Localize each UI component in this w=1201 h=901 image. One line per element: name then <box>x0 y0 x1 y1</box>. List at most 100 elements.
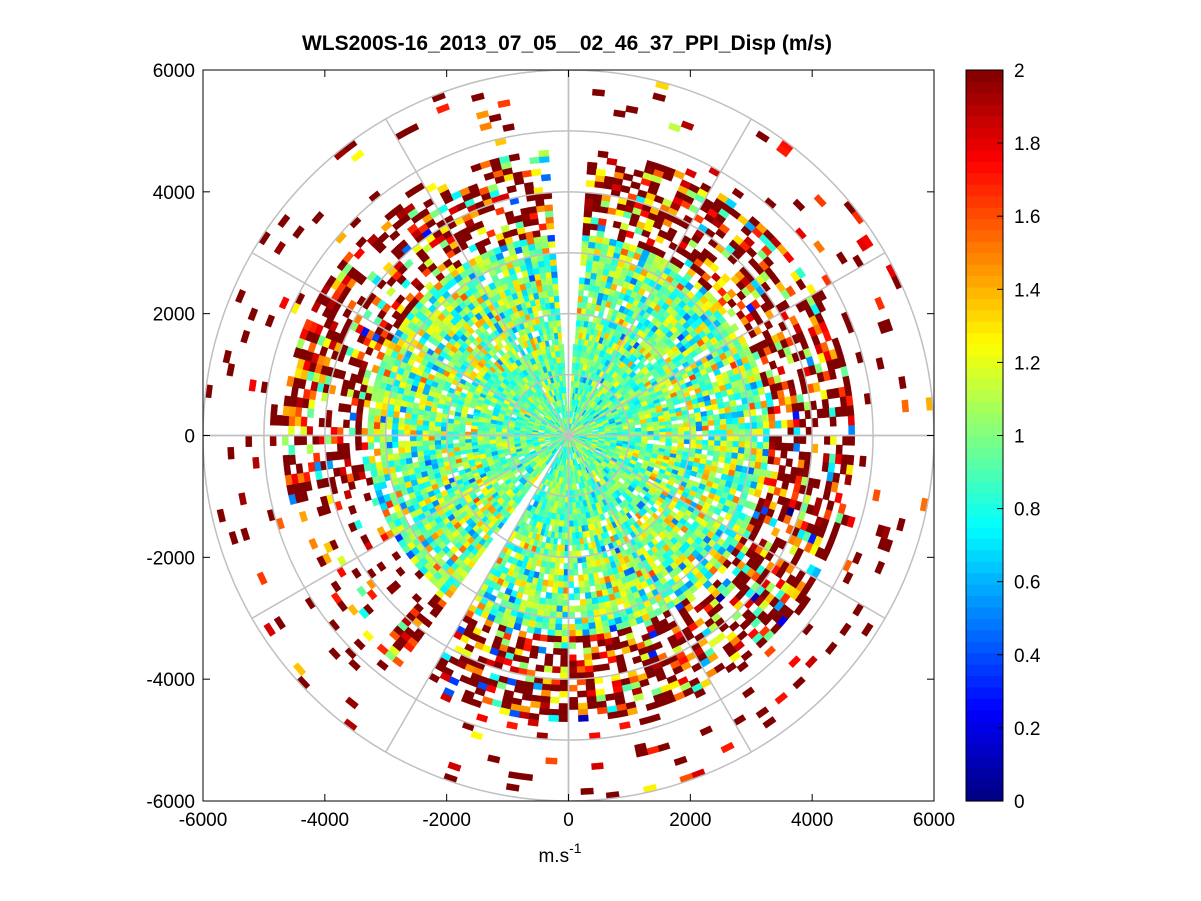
scan-cell <box>572 562 579 570</box>
scan-cell <box>744 428 752 436</box>
scan-cell <box>731 411 739 419</box>
scan-cell <box>719 451 727 458</box>
scan-cell <box>700 415 709 422</box>
scan-cell <box>708 440 715 446</box>
scan-cell <box>671 427 679 433</box>
scan-cell <box>409 429 417 436</box>
scan-cell <box>434 421 442 427</box>
scan-cell <box>720 440 728 447</box>
scan-cell <box>415 435 423 442</box>
scan-cell <box>738 441 746 449</box>
scan-cell <box>532 230 541 238</box>
scan-cell <box>547 283 554 291</box>
scan-cell <box>572 350 578 357</box>
scan-cell <box>367 442 375 450</box>
scan-cell <box>670 416 678 422</box>
scan-cell <box>780 419 788 429</box>
scan-cell <box>714 435 722 442</box>
scan-cell <box>557 587 564 595</box>
scan-cell <box>719 413 727 420</box>
scan-cell <box>708 435 715 441</box>
scan-cell <box>373 428 381 436</box>
scan-cell <box>591 205 601 213</box>
scan-cell <box>351 397 359 407</box>
scan-cell <box>787 419 795 429</box>
scan-cell <box>391 441 399 449</box>
scan-cell <box>581 234 590 242</box>
scan-cell <box>392 416 400 424</box>
scan-cell <box>434 425 442 432</box>
scan-cell <box>422 445 430 452</box>
scan-cell <box>361 442 369 451</box>
scan-cell <box>773 405 781 415</box>
scan-cell <box>707 419 715 426</box>
scan-cell <box>738 435 746 442</box>
scan-cell <box>554 301 560 309</box>
scan-cell <box>553 344 560 352</box>
scan-cell <box>738 422 746 430</box>
scan-cell <box>556 593 564 601</box>
scan-cell <box>768 420 776 429</box>
scan-cell <box>553 635 562 643</box>
scan-cell <box>737 453 745 461</box>
scan-cell <box>559 514 565 521</box>
scan-cell <box>582 641 592 649</box>
scan-cell <box>713 445 721 452</box>
scan-cell <box>558 338 563 345</box>
scan-cell <box>594 242 603 250</box>
scan-cell <box>573 593 581 601</box>
scan-cell <box>659 425 666 430</box>
scan-cell <box>576 513 583 521</box>
scan-cell <box>583 210 593 218</box>
scan-cell <box>560 642 569 649</box>
scan-cell <box>582 222 592 230</box>
plot-area: -6000 -4000 -2000 0 2000 4000 6000 60004000200… <box>146 61 955 831</box>
scan-cell <box>793 435 801 444</box>
scan-cell <box>403 429 411 436</box>
scan-cell <box>549 301 556 310</box>
scan-cell <box>552 647 562 655</box>
scan-cell <box>558 344 565 351</box>
scan-cell <box>586 259 594 267</box>
scan-cell <box>564 398 568 406</box>
scan-cell <box>428 449 437 456</box>
scan-cell <box>583 647 592 655</box>
scan-cell <box>640 426 648 432</box>
scan-cell <box>763 435 770 443</box>
scan-cell <box>549 604 557 612</box>
scan-cell <box>568 611 576 619</box>
scan-cell <box>554 350 561 358</box>
scan-cell <box>552 289 559 297</box>
scan-cell <box>483 443 491 450</box>
scan-cell <box>774 442 782 451</box>
scan-cell <box>545 271 553 279</box>
scan-cell <box>532 633 541 641</box>
chart-title: WLS200S-16_2013_07_05__02_46_37_PPI_Disp… <box>302 32 832 55</box>
scan-cell <box>540 235 549 243</box>
scan-cell <box>568 654 577 662</box>
scan-cell <box>397 423 405 431</box>
scan-cell <box>489 439 497 445</box>
scan-cell <box>546 635 555 643</box>
scan-cell <box>756 441 764 450</box>
scan-cell <box>434 448 443 455</box>
scan-cell <box>416 440 423 447</box>
scan-cell <box>763 428 770 436</box>
scan-cell <box>729 399 737 408</box>
scan-cell <box>568 575 574 582</box>
scan-cell <box>355 442 363 451</box>
scan-cell <box>732 440 740 448</box>
scan-cell <box>575 538 581 546</box>
scan-cell <box>791 403 799 413</box>
scan-cell <box>428 425 436 432</box>
scan-cell <box>464 438 472 443</box>
scan-cell <box>529 651 539 659</box>
scan-cell <box>775 435 782 444</box>
scan-cell <box>561 526 566 534</box>
scan-cell <box>410 445 418 453</box>
scan-cell <box>404 418 412 425</box>
scan-cell <box>578 283 585 291</box>
scan-cell <box>373 421 381 430</box>
scan-cell <box>714 429 722 436</box>
